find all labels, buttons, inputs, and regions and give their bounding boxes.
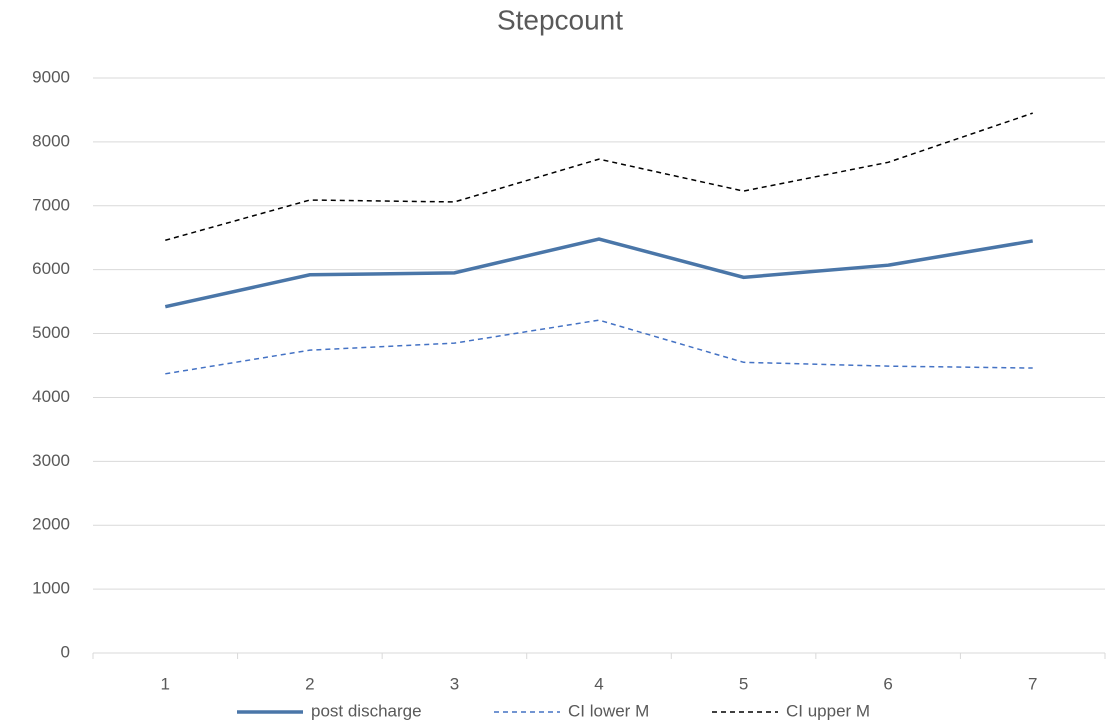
legend-label: post discharge (311, 701, 422, 720)
x-tick-label: 6 (883, 674, 892, 693)
y-tick-label: 1000 (32, 579, 70, 598)
legend-label: CI lower M (568, 701, 649, 720)
y-tick-label: 9000 (32, 67, 70, 86)
x-tick-label: 2 (305, 674, 314, 693)
y-tick-label: 8000 (32, 131, 70, 150)
y-tick-label: 0 (61, 642, 70, 661)
legend-label: CI upper M (786, 701, 870, 720)
x-tick-label: 5 (739, 674, 748, 693)
series-line (165, 112, 1033, 242)
x-tick-label: 7 (1028, 674, 1037, 693)
y-tick-label: 6000 (32, 259, 70, 278)
y-tick-label: 2000 (32, 515, 70, 534)
chart-title: Stepcount (497, 4, 623, 35)
y-tick-label: 5000 (32, 323, 70, 342)
y-tick-label: 3000 (32, 451, 70, 470)
y-tick-label: 4000 (32, 387, 70, 406)
series-line (164, 237, 1033, 309)
x-tick-label: 1 (161, 674, 170, 693)
series-line (165, 319, 1033, 375)
x-tick-label: 3 (450, 674, 459, 693)
x-tick-label: 4 (594, 674, 603, 693)
y-tick-label: 7000 (32, 195, 70, 214)
